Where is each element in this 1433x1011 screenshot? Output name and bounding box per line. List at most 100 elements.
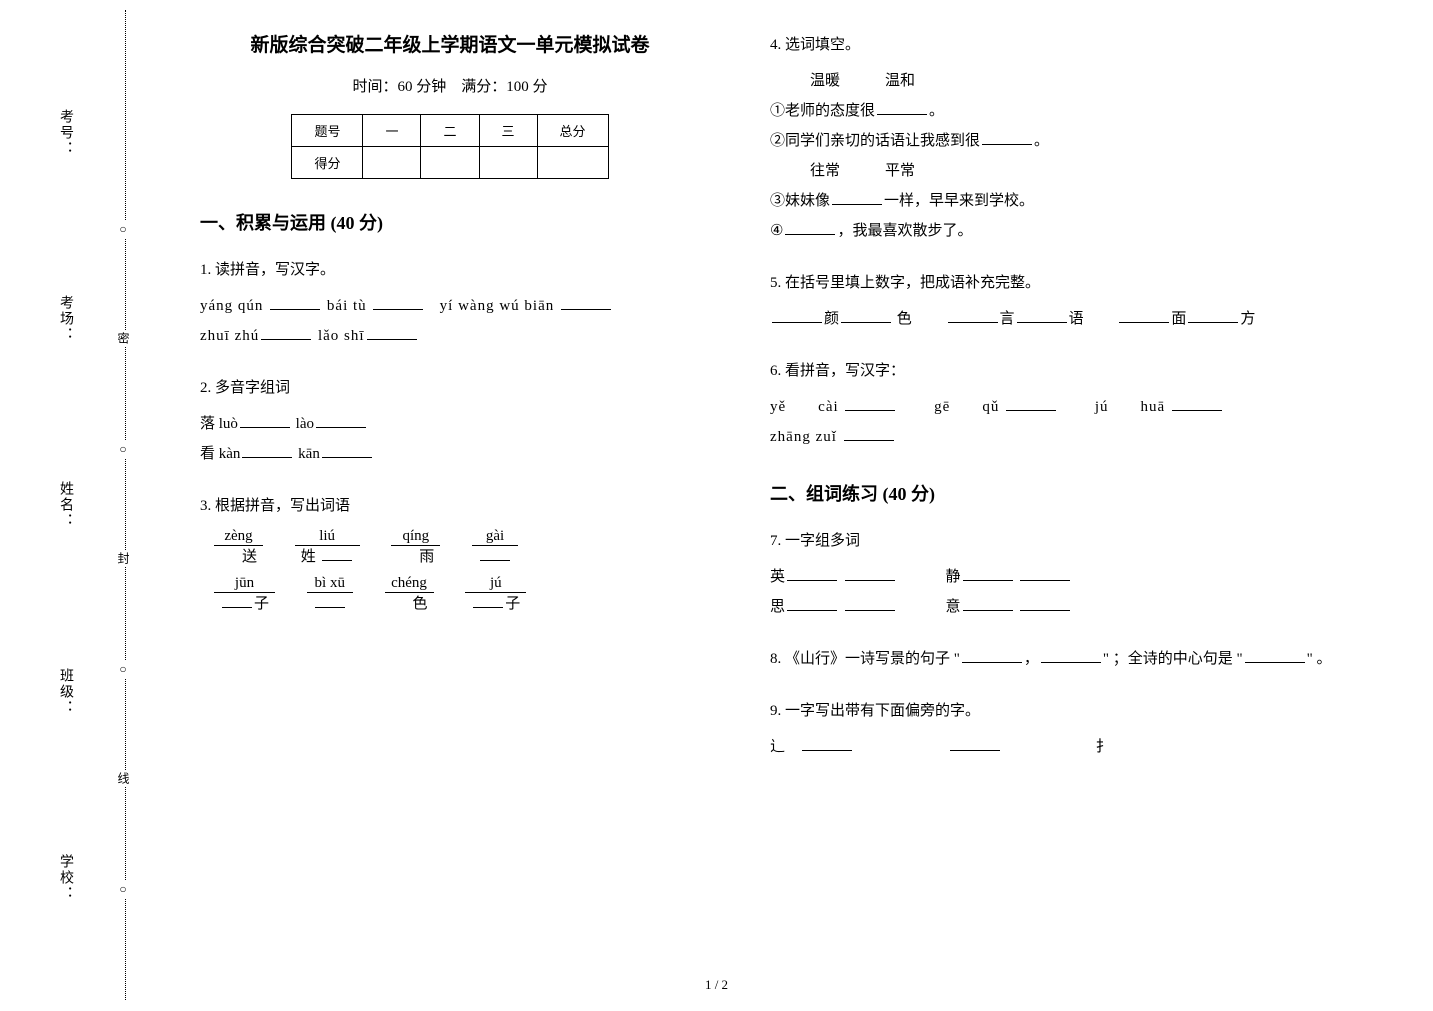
q9-blank-2[interactable] (950, 736, 1000, 751)
q4-blank-3[interactable] (832, 190, 882, 205)
q1-blank-1[interactable] (270, 295, 320, 310)
q2-blank-3[interactable] (242, 443, 292, 458)
q8-blank-2[interactable] (1041, 648, 1101, 663)
question-1: 1. 读拼音，写汉字。 yáng qún bái tù yí wàng wú b… (200, 255, 700, 351)
score-blank-total[interactable] (537, 147, 608, 179)
q7-c4: 意 (946, 599, 961, 615)
q8-a: 8. 《山行》一诗写景的句子 (770, 651, 950, 667)
q2-l1b: lào (296, 416, 314, 432)
q7-b4b[interactable] (1020, 596, 1070, 611)
question-5: 5. 在括号里填上数字，把成语补充完整。 颜 色 言语 面方 (770, 268, 1410, 334)
q3-c7b: 色 (413, 596, 428, 612)
q7-b1b[interactable] (845, 566, 895, 581)
q1-p5: lǎo shī (318, 328, 365, 344)
q7-c1: 英 (770, 569, 785, 585)
q1-p2: bái tù (327, 298, 367, 314)
q1-blank-2[interactable] (373, 295, 423, 310)
q3-c4t: gài (472, 527, 518, 546)
q3-blank-5[interactable] (222, 593, 252, 608)
seal-line (125, 10, 126, 1000)
sidebar-school: 学校： (55, 854, 75, 902)
q5-b1b[interactable] (841, 308, 891, 323)
seal-mark-mi: 密 (115, 330, 132, 346)
q7-b2b[interactable] (1020, 566, 1070, 581)
q8-qc2: " (1307, 651, 1313, 667)
page-number: 1 / 2 (0, 977, 1433, 993)
question-4: 4. 选词填空。 温暖 温和 ①老师的态度很。 ②同学们亲切的话语让我感到很。 … (770, 30, 1410, 246)
q3-blank-4[interactable] (480, 546, 510, 561)
q3-blank-8[interactable] (473, 593, 503, 608)
q3-box-2: liú 姓 (295, 527, 360, 566)
q7-b3a[interactable] (787, 596, 837, 611)
q5-w2a: 言 (1000, 311, 1015, 327)
q5-w1b: 色 (893, 311, 912, 327)
q5-w2b: 语 (1069, 311, 1084, 327)
q6-blank-1[interactable] (845, 396, 895, 411)
q3-c1t: zèng (214, 527, 263, 546)
q4-blank-1[interactable] (877, 100, 927, 115)
q1-blank-5[interactable] (367, 325, 417, 340)
question-8: 8. 《山行》一诗写景的句子 "，" ；全诗的中心句是 "" 。 (770, 644, 1410, 674)
q5-b3b[interactable] (1188, 308, 1238, 323)
q8-qo1: " (954, 651, 960, 667)
q6-blank-2[interactable] (1006, 396, 1056, 411)
q5-b2b[interactable] (1017, 308, 1067, 323)
section-1-header: 一、积累与运用 (40 分) (200, 209, 700, 235)
q2-l2b: kān (298, 446, 320, 462)
q3-box-4: gài (472, 527, 518, 566)
q6-blank-3[interactable] (1172, 396, 1222, 411)
q3-c7t: chéng (385, 574, 434, 593)
q3-blank-2[interactable] (322, 546, 352, 561)
q3-c8t: jú (465, 574, 526, 593)
q9-r1: 辶 (770, 739, 785, 755)
column-left: 新版综合突破二年级上学期语文一单元模拟试卷 时间：60 分钟 满分：100 分 … (200, 30, 700, 635)
score-blank-1[interactable] (363, 147, 421, 179)
q1-blank-4[interactable] (261, 325, 311, 340)
sidebar-name: 姓名： (55, 481, 75, 529)
score-th-0: 题号 (292, 115, 363, 147)
q5-b2a[interactable] (948, 308, 998, 323)
question-6: 6. 看拼音，写汉字： yě cài gē qǔ jú huā zhāng zu… (770, 356, 1410, 452)
q3-box-5: jūn 子 (214, 574, 275, 613)
q8-blank-1[interactable] (962, 648, 1022, 663)
q1-blank-3[interactable] (561, 295, 611, 310)
question-2: 2. 多音字组词 落 luò lào 看 kàn kān (200, 373, 700, 469)
question-9: 9. 一字写出带有下面偏旁的字。 辶 扌 (770, 696, 1410, 762)
q2-blank-1[interactable] (240, 413, 290, 428)
q5-b3a[interactable] (1119, 308, 1169, 323)
q7-b4a[interactable] (963, 596, 1013, 611)
q5-b1a[interactable] (772, 308, 822, 323)
q7-b1a[interactable] (787, 566, 837, 581)
q3-c5b: 子 (254, 596, 269, 612)
q7-b2a[interactable] (963, 566, 1013, 581)
score-blank-2[interactable] (421, 147, 479, 179)
score-th-2: 二 (421, 115, 479, 147)
q3-box-7: chéng 色 (385, 574, 434, 613)
q4-l3e: 一样，早早来到学校。 (884, 193, 1034, 209)
q4-l4a: ④ (770, 223, 783, 239)
score-th-4: 总分 (537, 115, 608, 147)
q6-p4: zhāng zuǐ (770, 429, 837, 445)
q8-blank-3[interactable] (1245, 648, 1305, 663)
q8-qc1: " (1103, 651, 1109, 667)
q1-p4: zhuī zhú (200, 328, 259, 344)
q9-blank-1[interactable] (802, 736, 852, 751)
exam-title: 新版综合突破二年级上学期语文一单元模拟试卷 (200, 30, 700, 57)
q3-c1b: 送 (242, 549, 257, 565)
q6-blank-4[interactable] (844, 426, 894, 441)
score-blank-3[interactable] (479, 147, 537, 179)
q2-blank-2[interactable] (316, 413, 366, 428)
q4-l2e: 。 (1034, 133, 1049, 149)
q4-blank-2[interactable] (982, 130, 1032, 145)
q2-blank-4[interactable] (322, 443, 372, 458)
q3-c8b: 子 (505, 596, 520, 612)
q3-blank-6[interactable] (315, 593, 345, 608)
score-table: 题号 一 二 三 总分 得分 (291, 114, 608, 179)
q4-blank-4[interactable] (785, 220, 835, 235)
q5-text: 5. 在括号里填上数字，把成语补充完整。 (770, 268, 1410, 298)
q7-b3b[interactable] (845, 596, 895, 611)
q3-text: 3. 根据拼音，写出词语 (200, 491, 700, 521)
q6-p1: yě cài (770, 399, 839, 415)
q5-w1a: 颜 (824, 311, 839, 327)
q1-text: 1. 读拼音，写汉字。 (200, 255, 700, 285)
